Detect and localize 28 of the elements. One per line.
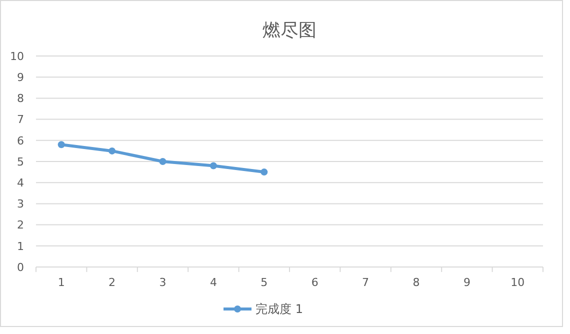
y-tick-label: 7 [17, 113, 24, 126]
y-tick-label: 8 [17, 92, 24, 106]
y-tick-label: 5 [17, 155, 24, 168]
x-tick-label: 5 [260, 276, 268, 289]
x-tick-label: 3 [159, 276, 166, 289]
x-tick-label: 4 [210, 276, 217, 289]
x-tick-label: 7 [362, 276, 370, 289]
x-tick-label: 1 [58, 276, 65, 289]
x-tick-label: 6 [311, 276, 318, 289]
point [108, 147, 116, 154]
x-tick-label: 10 [510, 276, 525, 289]
legend-label: 完成度 1 [256, 302, 303, 316]
x-tick-label: 2 [108, 276, 116, 289]
y-tick-label: 9 [17, 70, 24, 84]
y-tick-label: 6 [17, 134, 24, 148]
chart-title: 燃尽图 [262, 20, 316, 41]
y-tick-label: 0 [17, 260, 24, 274]
x-tick-label: 9 [463, 276, 470, 289]
y-tick-label: 2 [17, 218, 24, 232]
y-tick-label: 10 [10, 50, 24, 63]
y-tick-label: 3 [17, 198, 24, 211]
point [260, 168, 268, 176]
y-tick-label: 1 [17, 240, 24, 253]
point [210, 162, 217, 170]
point [159, 158, 166, 165]
point [58, 141, 65, 148]
x-tick-label: 8 [412, 276, 420, 289]
y-tick-label: 4 [17, 176, 24, 190]
